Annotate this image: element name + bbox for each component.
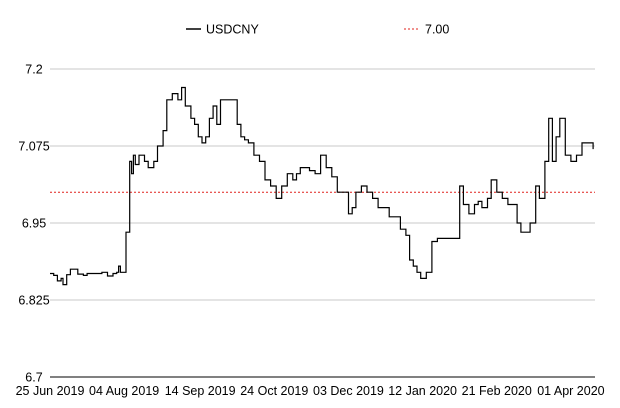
legend: USDCNY 7.00 [186, 23, 449, 37]
x-tick-label-01-apr-2020: 01 Apr 2020 [537, 384, 604, 398]
y-tick-label-6-7: 6.7 [25, 371, 42, 385]
series-line-usdcny [50, 86, 594, 286]
x-tick-label-24-oct-2019: 24 Oct 2019 [240, 384, 308, 398]
legend-label-usdcny: USDCNY [206, 23, 259, 37]
series-lines [50, 86, 594, 286]
x-tick-label-21-feb-2020: 21 Feb 2020 [462, 384, 532, 398]
y-axis-tick-labels: 6.7 6.825 6.95 7.075 7.2 [18, 63, 49, 385]
y-tick-label-7-075: 7.075 [18, 140, 49, 154]
gridlines [50, 68, 595, 378]
x-tick-label-03-dec-2019: 03 Dec 2019 [313, 384, 384, 398]
legend-label-reference: 7.00 [425, 23, 449, 37]
x-tick-label-14-sep-2019: 14 Sep 2019 [165, 384, 236, 398]
x-tick-label-04-aug-2019: 04 Aug 2019 [89, 384, 159, 398]
x-tick-label-25-jun-2019: 25 Jun 2019 [16, 384, 85, 398]
x-tick-label-12-jan-2020: 12 Jan 2020 [388, 384, 457, 398]
x-axis-tick-labels: 25 Jun 2019 04 Aug 2019 14 Sep 2019 24 Oct … [16, 384, 605, 398]
y-tick-label-7-2: 7.2 [25, 63, 42, 77]
y-tick-label-6-95: 6.95 [22, 217, 46, 231]
y-tick-label-6-825: 6.825 [18, 294, 49, 308]
